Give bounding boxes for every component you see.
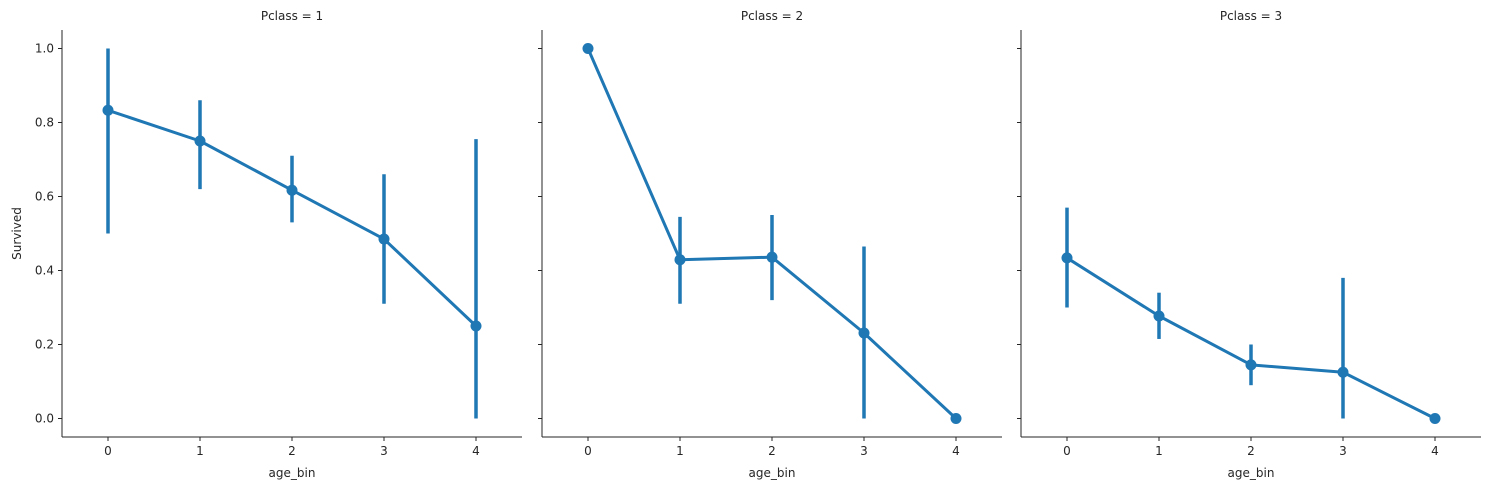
data-point: [950, 413, 962, 424]
data-point: [1429, 413, 1441, 424]
data-point: [858, 327, 870, 339]
data-point: [1245, 359, 1257, 371]
x-tick-label: 1: [1155, 444, 1163, 458]
series-line: [1066, 256, 1436, 420]
panel-title: Pclass = 2: [741, 9, 803, 23]
panel-title: Pclass = 3: [1220, 9, 1282, 23]
x-tick-label: 3: [860, 444, 868, 458]
panel-title: Pclass = 1: [261, 9, 323, 23]
data-point: [1153, 310, 1165, 322]
x-axis-label: age_bin: [269, 466, 316, 480]
data-point: [1337, 366, 1349, 378]
data-point: [470, 320, 482, 332]
x-tick-label: 3: [1339, 444, 1347, 458]
x-tick-label: 3: [380, 444, 388, 458]
x-tick-label: 0: [1063, 444, 1071, 458]
panel-1: Pclass = 1 0.0 0.2 0.4 0.6 0.8 1.0 0 1 2 3 4 age_bin…: [10, 9, 522, 480]
x-tick-label: 4: [952, 444, 960, 458]
x-tick-label: 0: [584, 444, 592, 458]
x-tick-label: 0: [104, 444, 112, 458]
y-tick-label: 1.0: [35, 42, 54, 56]
panel-3: Pclass = 3 0 1 2 3 4 age_bin: [1017, 9, 1481, 480]
data-point: [582, 43, 594, 54]
data-point: [1061, 252, 1073, 264]
y-tick-label: 0.6: [35, 190, 54, 204]
x-axis-label: age_bin: [749, 466, 796, 480]
data-point: [766, 251, 778, 263]
x-tick-label: 1: [196, 444, 204, 458]
y-tick-label: 0.2: [35, 338, 54, 352]
data-point: [102, 104, 114, 116]
x-tick-label: 1: [676, 444, 684, 458]
y-tick-label: 0.0: [35, 412, 54, 426]
data-point: [378, 233, 390, 245]
x-tick-label: 2: [768, 444, 776, 458]
y-axis-label: Survived: [10, 207, 24, 260]
x-tick-label: 4: [472, 444, 480, 458]
data-point: [194, 135, 206, 147]
x-tick-label: 4: [1431, 444, 1439, 458]
y-tick-label: 0.4: [35, 264, 54, 278]
data-point: [674, 254, 686, 266]
x-tick-label: 2: [1247, 444, 1255, 458]
x-axis-label: age_bin: [1228, 466, 1275, 480]
x-tick-label: 2: [288, 444, 296, 458]
y-tick-label: 0.8: [35, 116, 54, 130]
data-point: [286, 184, 298, 196]
panel-2: Pclass = 2 0 1 2 3 4 age_bin: [538, 9, 1002, 480]
